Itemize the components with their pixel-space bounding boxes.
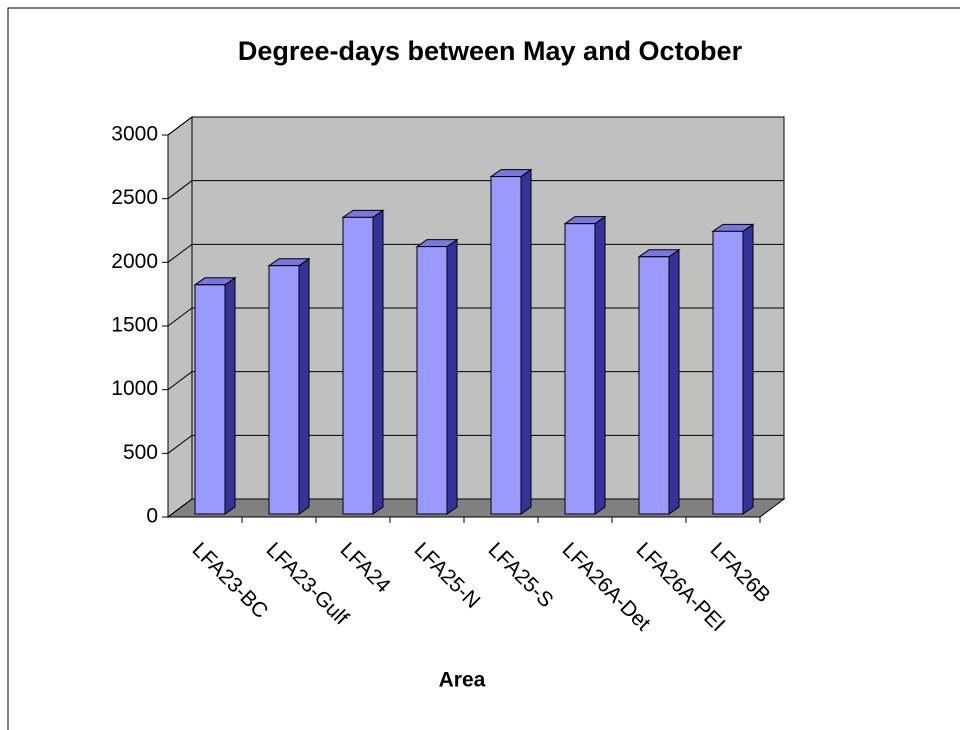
bar (342, 216, 374, 515)
bar-side (594, 215, 606, 515)
bar-side (446, 238, 458, 515)
bar (712, 230, 744, 515)
grid-line (167, 180, 784, 200)
bar (268, 265, 300, 515)
x-tick-label: LFA25-S (484, 538, 558, 612)
x-tick-label: LFA23-BC (188, 538, 273, 623)
x-tick-label: LFA24 (336, 538, 395, 597)
y-tick-label: 500 (123, 441, 158, 464)
bar (194, 284, 226, 515)
bar-side (520, 168, 532, 515)
x-tick-label: LFA25-N (410, 538, 485, 613)
bar-side (298, 257, 310, 515)
floor (166, 498, 786, 518)
y-tick-label: 1000 (111, 377, 158, 400)
chart-border (7, 7, 960, 730)
bar-side (668, 248, 680, 515)
bar (490, 176, 522, 515)
x-tick-label: LFA26B (706, 538, 775, 607)
grid-line (167, 116, 784, 136)
bar (564, 223, 596, 515)
bar-side (742, 223, 754, 515)
y-tick-label: 3000 (111, 123, 158, 146)
y-tick-label: 2000 (111, 250, 158, 273)
x-axis-title: Area (439, 669, 486, 692)
y-tick-label: 0 (146, 505, 158, 528)
bar-side (224, 276, 236, 515)
y-tick-label: 2500 (111, 186, 158, 209)
y-tick-label: 1500 (111, 314, 158, 337)
bar-side (372, 209, 384, 515)
bar (638, 256, 670, 515)
chart-title: Degree-days between May and October (238, 36, 743, 66)
bar (416, 246, 448, 515)
